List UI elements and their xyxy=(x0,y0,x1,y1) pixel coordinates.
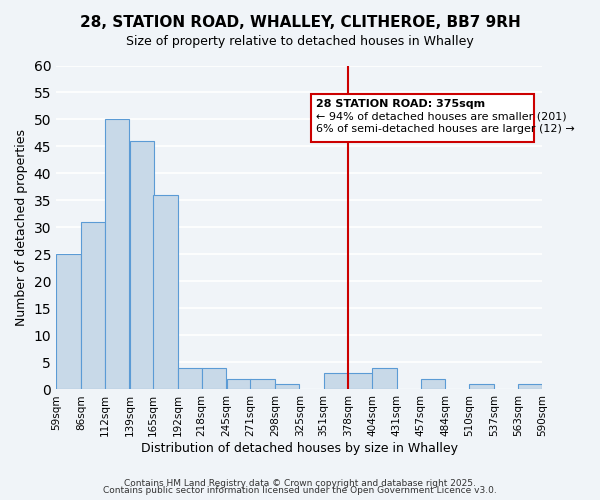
Bar xyxy=(56,254,80,390)
Text: ← 94% of detached houses are smaller (201): ← 94% of detached houses are smaller (20… xyxy=(316,112,567,122)
Bar xyxy=(469,384,494,390)
Bar xyxy=(275,384,299,390)
X-axis label: Distribution of detached houses by size in Whalley: Distribution of detached houses by size … xyxy=(141,442,458,455)
Text: Contains HM Land Registry data © Crown copyright and database right 2025.: Contains HM Land Registry data © Crown c… xyxy=(124,478,476,488)
Bar xyxy=(202,368,226,390)
Text: 6% of semi-detached houses are larger (12) →: 6% of semi-detached houses are larger (1… xyxy=(316,124,575,134)
Text: Contains public sector information licensed under the Open Government Licence v3: Contains public sector information licen… xyxy=(103,486,497,495)
Bar xyxy=(373,368,397,390)
Bar xyxy=(227,378,251,390)
Bar xyxy=(105,120,129,390)
Bar xyxy=(250,378,275,390)
Bar xyxy=(178,368,202,390)
Y-axis label: Number of detached properties: Number of detached properties xyxy=(15,129,28,326)
Bar xyxy=(324,374,348,390)
Bar xyxy=(154,195,178,390)
Text: 28, STATION ROAD, WHALLEY, CLITHEROE, BB7 9RH: 28, STATION ROAD, WHALLEY, CLITHEROE, BB… xyxy=(80,15,520,30)
Text: 28 STATION ROAD: 375sqm: 28 STATION ROAD: 375sqm xyxy=(316,98,485,108)
FancyBboxPatch shape xyxy=(311,94,534,142)
Bar xyxy=(130,141,154,390)
Bar xyxy=(421,378,445,390)
Bar xyxy=(81,222,105,390)
Bar xyxy=(349,374,373,390)
Text: Size of property relative to detached houses in Whalley: Size of property relative to detached ho… xyxy=(126,35,474,48)
Bar xyxy=(518,384,542,390)
